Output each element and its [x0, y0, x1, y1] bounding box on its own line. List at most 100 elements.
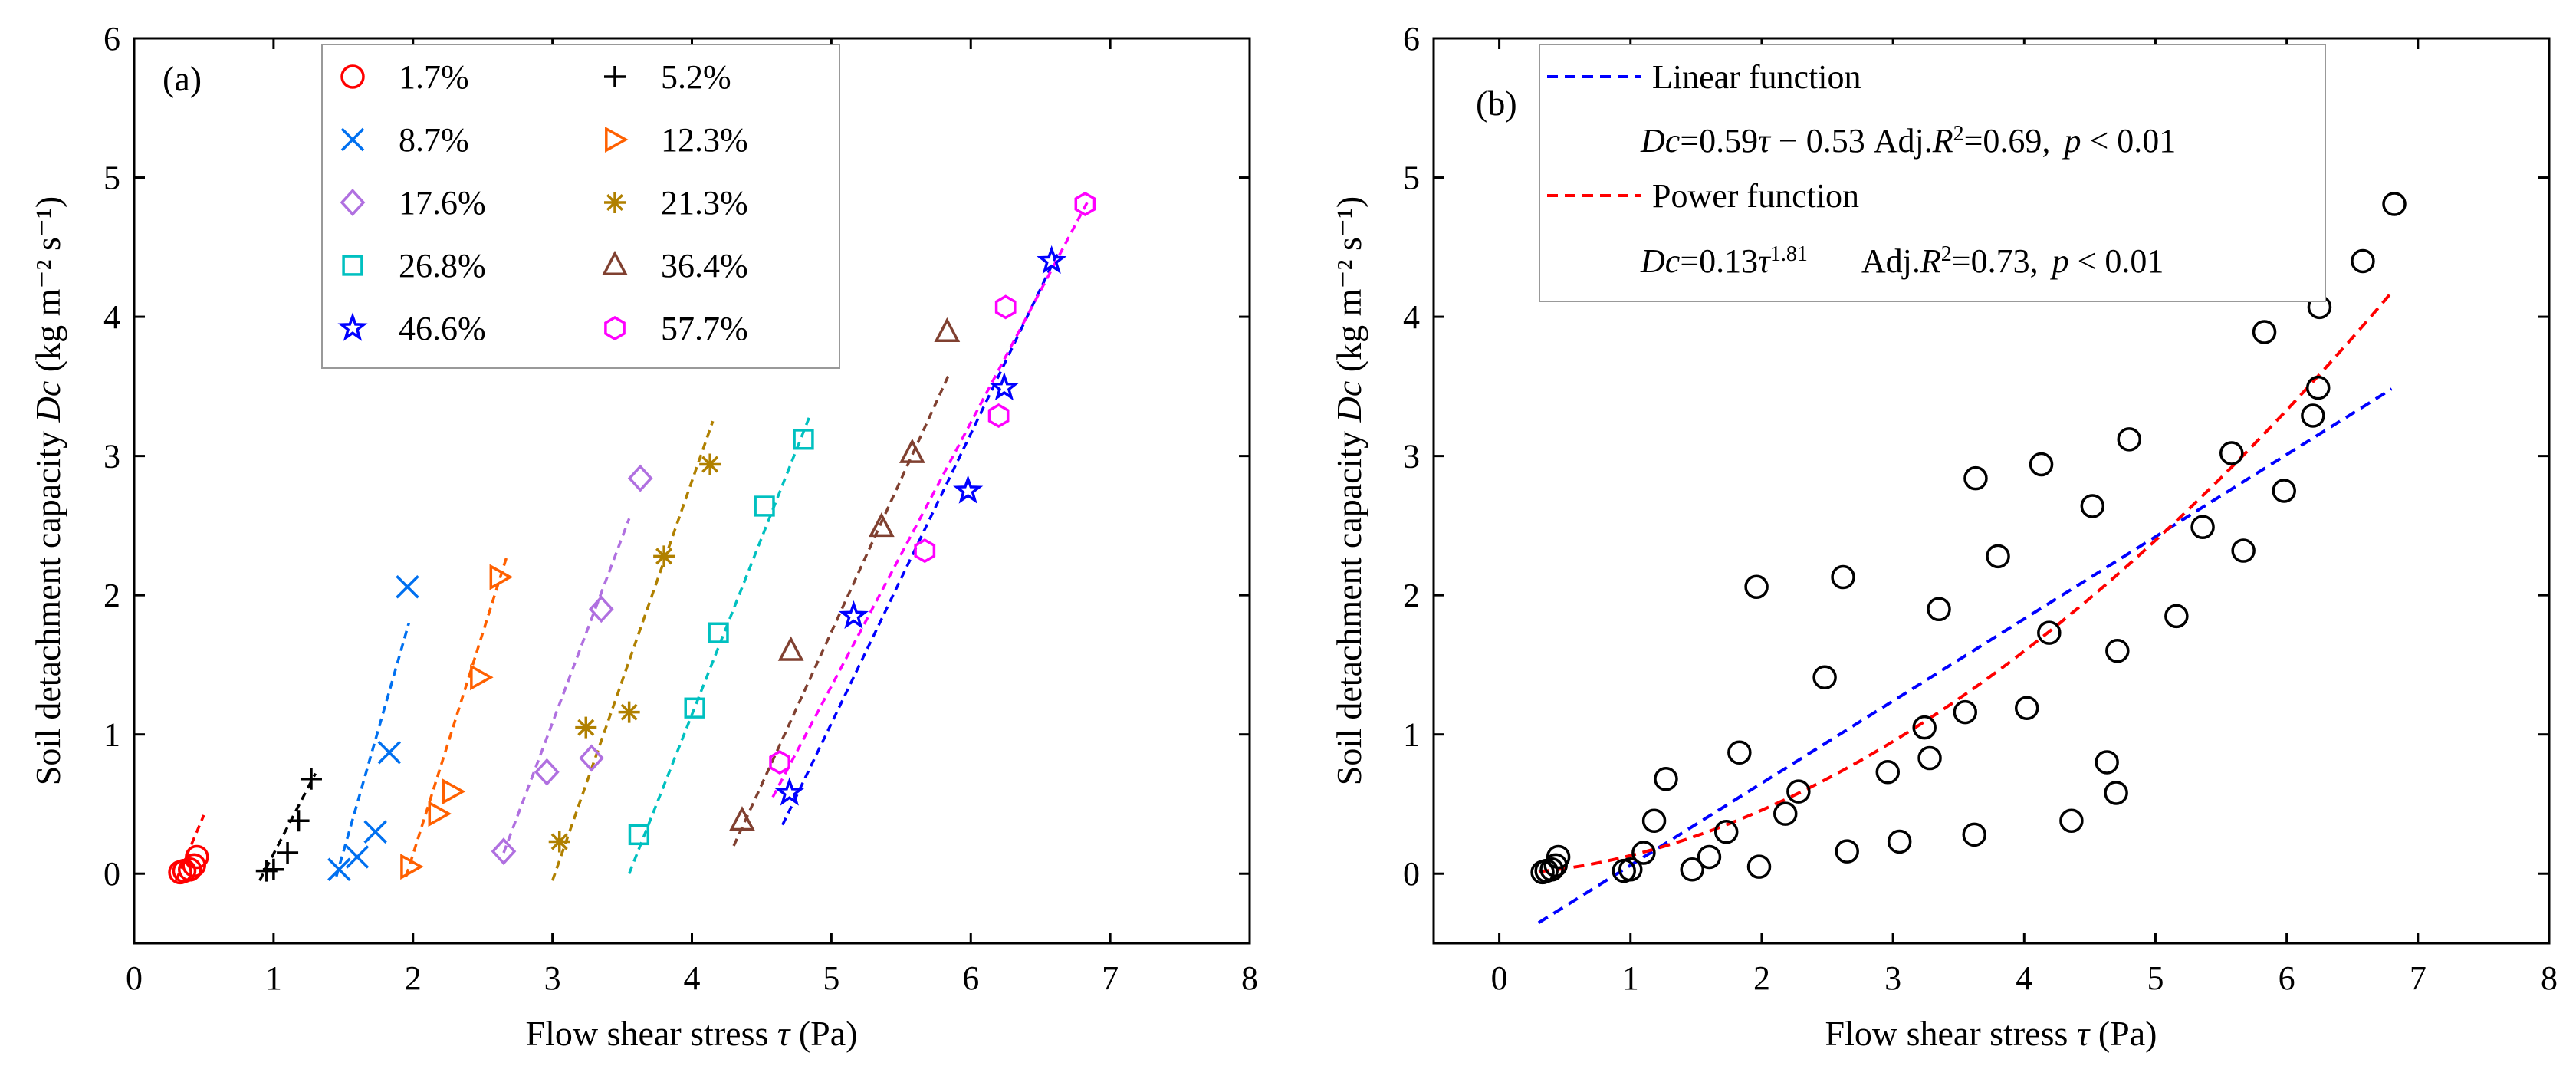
fit-line-12.3%: [404, 557, 508, 877]
data-point: [1912, 715, 1937, 740]
data-point-36.4%: [868, 512, 895, 538]
data-point: [2301, 403, 2325, 428]
b-xtick-label: 4: [2016, 959, 2032, 997]
legend-power-equation: Dc=0.13τ1.81 Adj.R2=0.73, p < 0.01: [1640, 242, 2164, 281]
data-point: [1831, 564, 1855, 590]
data-point: [2105, 639, 2130, 663]
a-ytick-label: 6: [104, 20, 120, 58]
a-xtick-label: 2: [405, 959, 422, 997]
data-point: [2095, 750, 2119, 775]
b-ytick-label: 6: [1403, 20, 1420, 58]
legend-label-5.2%: 5.2%: [661, 58, 731, 96]
b-xtick-label: 8: [2541, 959, 2558, 997]
data-point: [2037, 620, 2062, 645]
legend-label-46.6%: 46.6%: [399, 310, 486, 347]
data-point-26.8%: [628, 824, 650, 846]
legend-marker-36.4%: [602, 250, 628, 275]
fit-curve-power: [1538, 291, 2394, 873]
legend-linear-equation: Dc=0.59τ − 0.53 Adj.R2=0.69, p < 0.01: [1640, 122, 2176, 160]
data-point: [1875, 759, 1901, 785]
data-point-17.6%: [627, 464, 653, 492]
a-xtick-label: 3: [544, 959, 561, 997]
data-point-1.7%: [178, 857, 202, 882]
legend-marker-1.7%: [340, 64, 365, 89]
data-point-8.7%: [327, 857, 351, 882]
data-point: [2059, 808, 2084, 833]
legend-box-a: [321, 44, 840, 369]
y-axis-label-a: Soil detachment capacity Dc (kg m⁻² s⁻¹): [28, 196, 67, 786]
panel-label-b: (b): [1476, 84, 1517, 123]
a-ytick-label: 1: [104, 716, 120, 754]
data-point-17.6%: [534, 758, 560, 786]
legend-box-b: [1539, 44, 2326, 302]
data-point-36.4%: [934, 317, 961, 342]
data-point-57.7%: [769, 749, 790, 775]
b-xtick-label: 2: [1753, 959, 1770, 997]
data-point-21.3%: [653, 545, 675, 567]
legend-label-26.8%: 26.8%: [399, 247, 486, 285]
data-point: [2029, 452, 2054, 477]
b-ytick-label: 3: [1403, 438, 1420, 475]
data-point-36.4%: [729, 806, 755, 831]
panel-label-a: (a): [163, 59, 202, 98]
a-ytick-label: 3: [104, 438, 120, 475]
data-point: [1641, 808, 1667, 833]
b-xtick-label: 3: [1884, 959, 1901, 997]
data-point-21.3%: [618, 701, 640, 723]
data-point-57.7%: [994, 294, 1017, 320]
fit-line-17.6%: [502, 518, 631, 854]
b-xtick-label: 7: [2410, 959, 2426, 997]
legend-marker-46.6%: [337, 312, 368, 341]
data-point-12.3%: [470, 664, 494, 691]
data-point: [2305, 375, 2331, 400]
data-point: [2272, 479, 2296, 503]
panel-a: 0 1 2 3 4 5 6 7 8 0 1 2 3 4 5 6 (a) 1.7% 5.2% 8.7% 12.3% 17…: [28, 20, 1258, 1053]
data-point: [2231, 538, 2256, 563]
fit-line-57.7%: [771, 197, 1091, 798]
data-point-5.2%: [288, 810, 310, 832]
a-ytick-label: 5: [104, 160, 120, 197]
markers-a: [168, 191, 1096, 885]
data-point: [2252, 320, 2277, 344]
data-point: [1727, 740, 1752, 765]
legend-linear-label: Linear function: [1652, 58, 1861, 96]
data-point: [1631, 841, 1656, 865]
legend-label-21.3%: 21.3%: [661, 184, 748, 222]
data-point-57.7%: [1074, 191, 1096, 217]
data-point: [1539, 857, 1564, 882]
data-point-17.6%: [579, 744, 604, 772]
b-ytick-label: 1: [1403, 716, 1420, 754]
b-xtick-label: 1: [1622, 959, 1639, 997]
data-point-12.3%: [489, 564, 514, 590]
data-point-5.2%: [300, 768, 322, 790]
data-point-5.2%: [262, 858, 284, 880]
data-point: [1618, 857, 1643, 882]
data-point-12.3%: [400, 854, 424, 880]
data-point: [1746, 854, 1772, 879]
data-point: [1786, 779, 1811, 804]
data-point-12.3%: [442, 778, 466, 805]
x-axis-label-b: Flow shear stress τ (Pa): [1825, 1014, 2157, 1053]
data-point-8.7%: [396, 575, 419, 599]
fit-curves-b: [1537, 291, 2394, 924]
data-point-12.3%: [428, 801, 452, 827]
data-point: [1963, 465, 1988, 491]
a-xtick-label: 8: [1241, 959, 1258, 997]
data-point-26.8%: [708, 622, 729, 643]
data-point-21.3%: [548, 831, 570, 853]
legend-label-1.7%: 1.7%: [399, 58, 469, 96]
data-point: [1812, 665, 1837, 690]
data-point: [2080, 494, 2105, 518]
data-point-46.6%: [953, 475, 984, 504]
y-axis-label-b: Soil detachment capacity Dc (kg m⁻² s⁻¹): [1329, 196, 1368, 786]
legend-marker-21.3%: [604, 192, 626, 213]
a-xtick-label: 1: [265, 959, 282, 997]
fit-line-5.2%: [258, 772, 317, 882]
data-point-17.6%: [491, 837, 517, 866]
fit-line-1.7%: [174, 814, 205, 881]
b-xtick-label: 0: [1491, 959, 1508, 997]
data-point: [1953, 699, 1978, 725]
data-point-8.7%: [363, 820, 387, 844]
data-point-26.8%: [793, 429, 814, 450]
